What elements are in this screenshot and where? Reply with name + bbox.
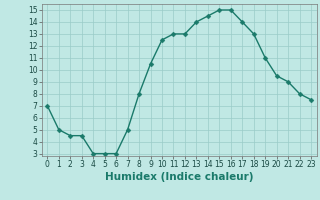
X-axis label: Humidex (Indice chaleur): Humidex (Indice chaleur) — [105, 172, 253, 182]
